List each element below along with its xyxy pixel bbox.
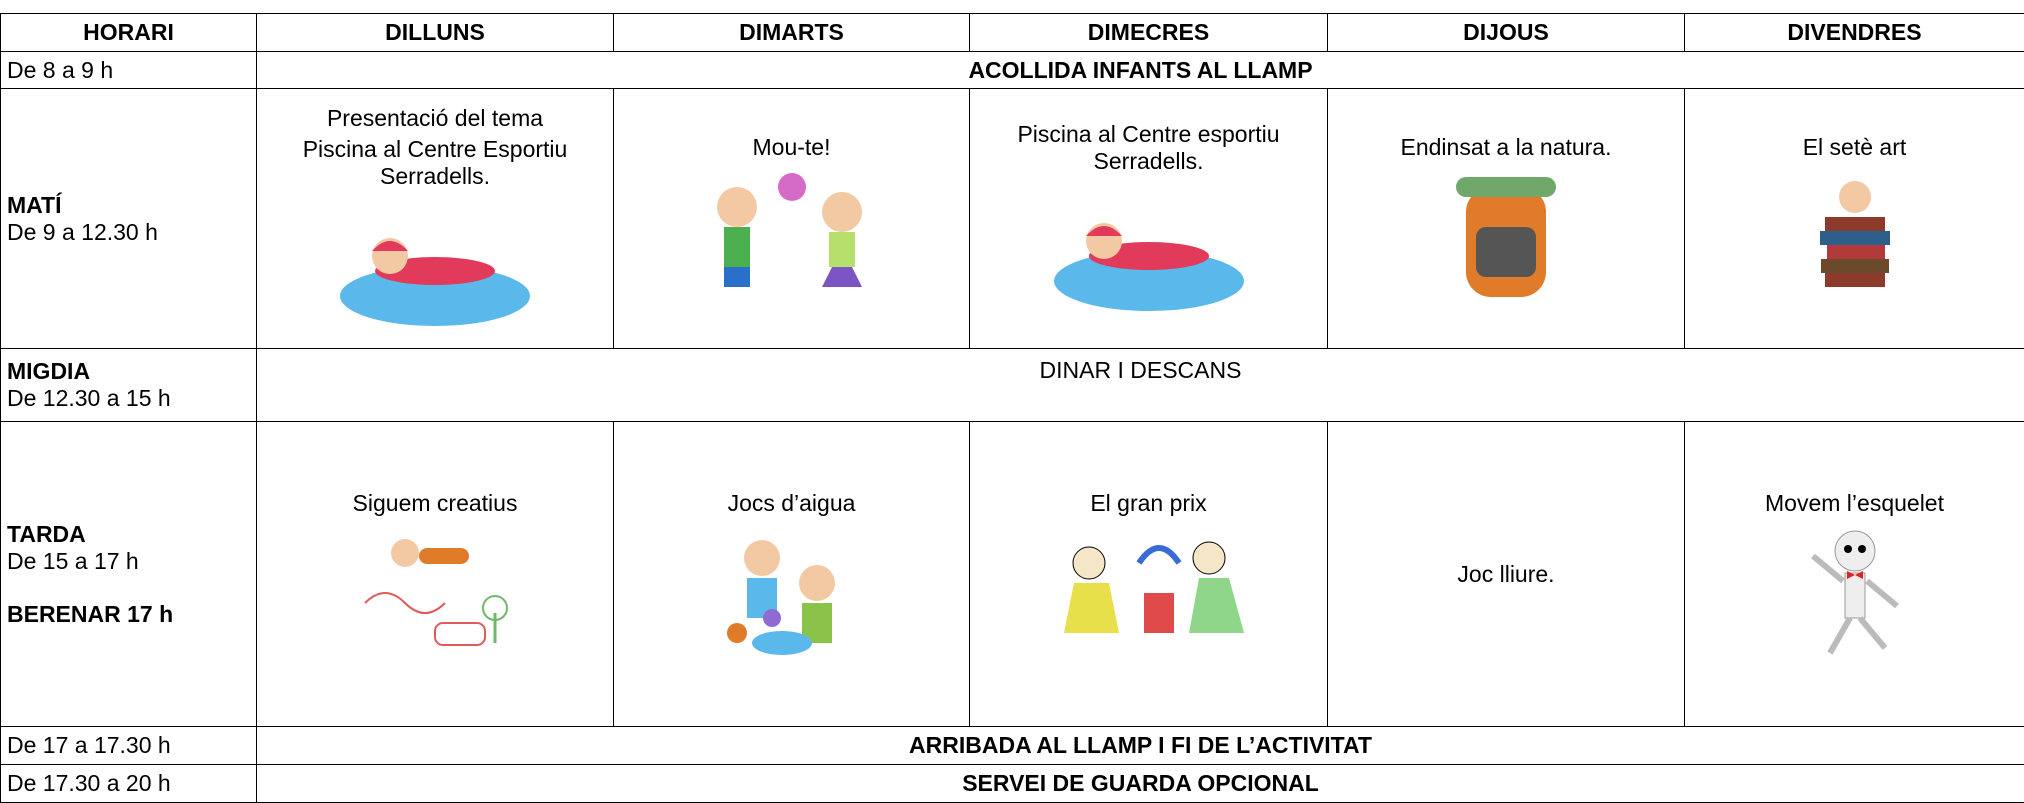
span-cell: SERVEI DE GUARDA OPCIONAL [257, 765, 2024, 803]
activity-text: Presentació del tema [263, 105, 607, 132]
activity-text: Endinsat a la natura. [1334, 134, 1678, 161]
time-text: De 17.30 a 20 h [7, 770, 250, 797]
illustration [335, 196, 535, 336]
activity-cell: Presentació del tema Piscina al Centre Es… [257, 89, 614, 349]
time-text: De 8 a 9 h [7, 57, 250, 84]
header-cell: DIJOUS [1328, 14, 1685, 52]
activity-text: Jocs d’aigua [620, 490, 963, 517]
activity-cell: El setè art [1685, 89, 2024, 349]
activity-cell: Movem l’esquelet [1685, 422, 2024, 727]
activity-text: El gran prix [976, 490, 1321, 517]
time-text: De 15 a 17 h [7, 548, 250, 575]
illustration [1406, 167, 1606, 307]
activity-text: Piscina al Centre esportiu Serradells. [976, 121, 1321, 175]
activity-cell: El gran prix [970, 422, 1328, 727]
illustration [1755, 523, 1955, 663]
illustration [1049, 181, 1249, 321]
activity-text: Piscina al Centre Esportiu Serradells. [263, 136, 607, 190]
activity-text: Mou-te! [620, 134, 963, 161]
time-text: MIGDIA [7, 358, 250, 385]
time-text: BERENAR 17 h [7, 601, 250, 628]
span-cell: ACOLLIDA INFANTS AL LLAMP [257, 52, 2024, 89]
schedule-row: De 17.30 a 20 h SERVEI DE GUARDA OPCIONAL [1, 765, 2024, 803]
activity-text: Siguem creatius [263, 490, 607, 517]
time-cell: De 17 a 17.30 h [1, 727, 257, 765]
header-cell: DIVENDRES [1685, 14, 2024, 52]
activity-cell: Mou-te! [614, 89, 970, 349]
time-text: De 12.30 a 15 h [7, 385, 250, 412]
illustration [335, 523, 535, 663]
time-text: MATÍ [7, 192, 250, 219]
time-cell: De 17.30 a 20 h [1, 765, 257, 803]
activity-text: El setè art [1691, 134, 2018, 161]
activity-cell: Endinsat a la natura. [1328, 89, 1685, 349]
illustration [1755, 167, 1955, 307]
activity-text: Movem l’esquelet [1691, 490, 2018, 517]
illustration [692, 167, 892, 307]
span-cell: DINAR I DESCANS [257, 349, 2024, 422]
time-text: De 17 a 17.30 h [7, 732, 250, 759]
header-cell: HORARI [1, 14, 257, 52]
span-cell: ARRIBADA AL LLAMP I FI DE L’ACTIVITAT [257, 727, 2024, 765]
header-cell: DIMARTS [614, 14, 970, 52]
illustration [692, 523, 892, 663]
schedule-row: De 17 a 17.30 h ARRIBADA AL LLAMP I FI DE… [1, 727, 2024, 765]
time-text: De 9 a 12.30 h [7, 219, 250, 246]
header-cell: DILLUNS [257, 14, 614, 52]
activity-cell: Siguem creatius [257, 422, 614, 727]
spacer [7, 575, 250, 601]
activity-cell: Jocs d’aigua [614, 422, 970, 727]
time-text: TARDA [7, 521, 250, 548]
activity-cell: Joc lliure. [1328, 422, 1685, 727]
activity-text: Joc lliure. [1334, 561, 1678, 588]
schedule-row: De 8 a 9 h ACOLLIDA INFANTS AL LLAMP [1, 52, 2024, 89]
activity-cell: Piscina al Centre esportiu Serradells. [970, 89, 1328, 349]
time-cell: De 8 a 9 h [1, 52, 257, 89]
header-cell: DIMECRES [970, 14, 1328, 52]
illustration [1049, 523, 1249, 663]
